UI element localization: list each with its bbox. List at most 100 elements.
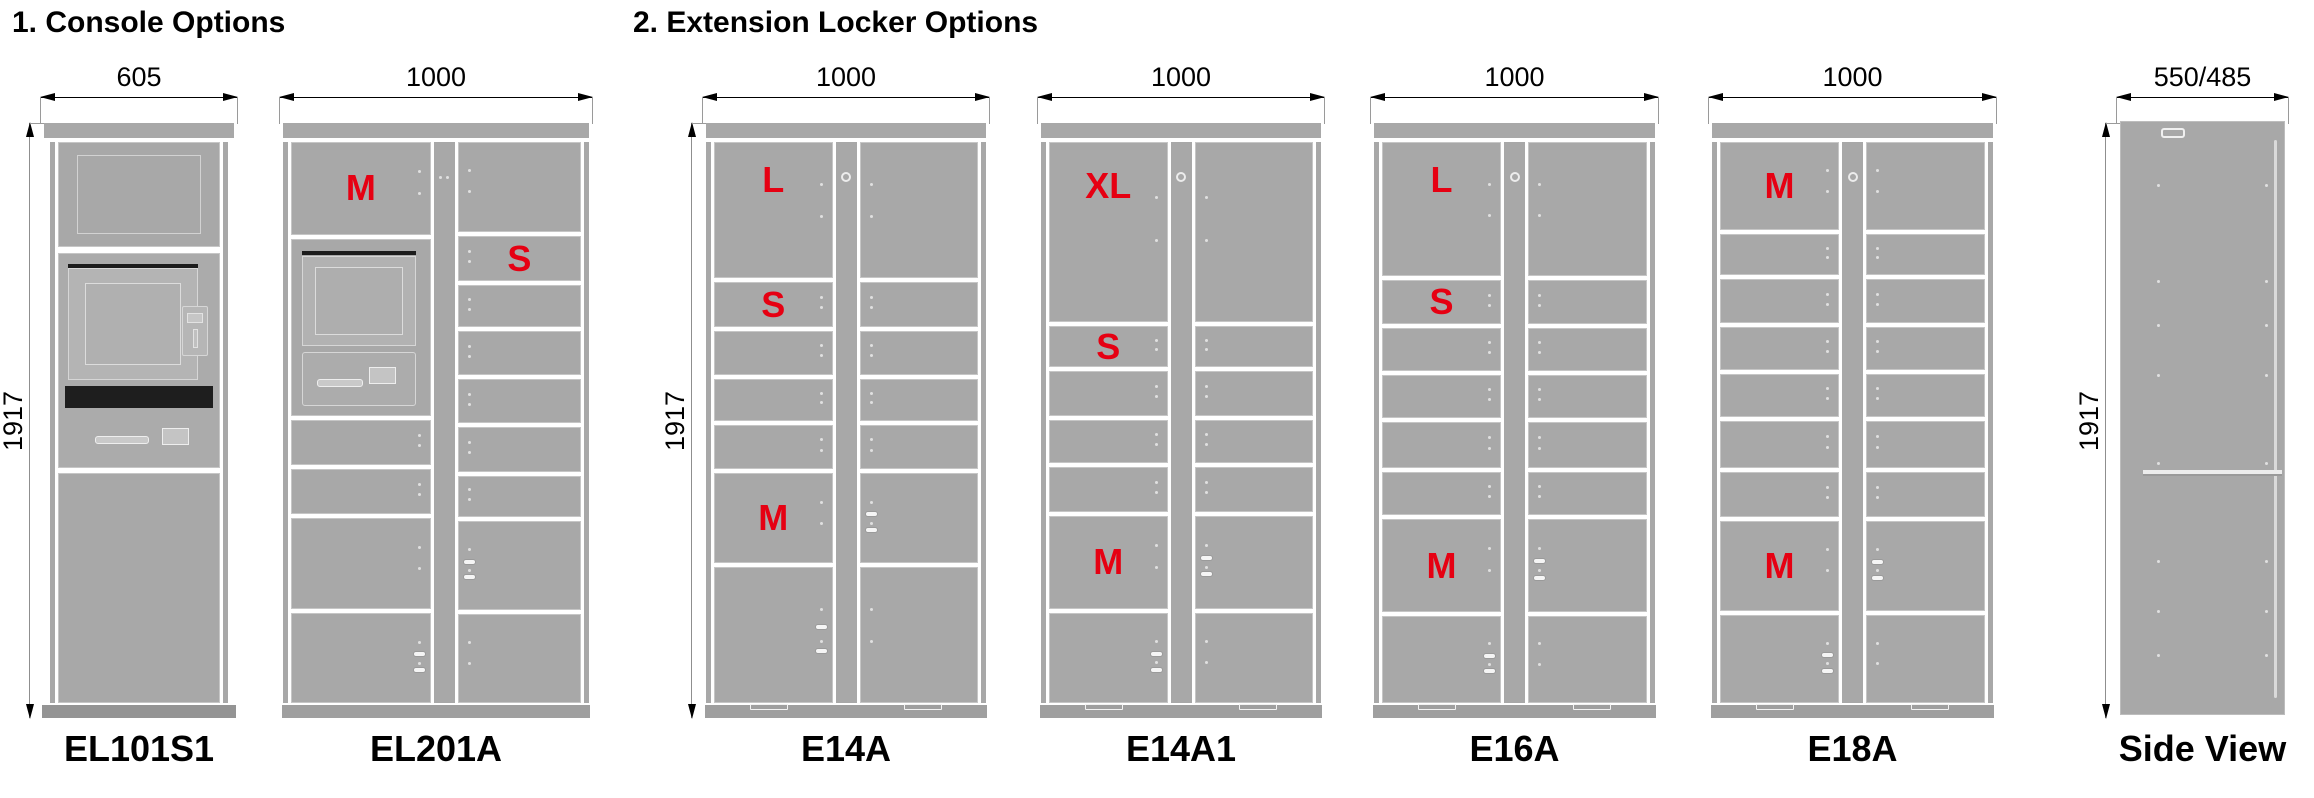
screw-dot: [819, 354, 823, 358]
screw-dot: [1826, 386, 1829, 390]
arrow-down-icon: [26, 704, 34, 719]
locker-door: [1382, 615, 1501, 703]
screw-dot: [1204, 565, 1208, 569]
screw-dot: [2265, 374, 2268, 377]
locker-door: [859, 282, 978, 327]
center-post: [835, 142, 857, 703]
arrow-left-icon: [279, 93, 294, 101]
cabinet-base: [1711, 704, 1994, 718]
screw-dot: [1204, 640, 1208, 644]
extension-line: [989, 97, 990, 124]
screw-dot: [1876, 662, 1879, 666]
screw-dot: [1154, 442, 1158, 446]
base-foot: [1572, 704, 1611, 710]
screw-dot: [1826, 292, 1829, 296]
locker-door: [1720, 279, 1839, 323]
screw-dot: [1488, 547, 1491, 551]
screw-dot: [1204, 348, 1208, 352]
locker-column: [1528, 142, 1647, 703]
center-post: [433, 142, 455, 703]
center-post: [1504, 142, 1525, 703]
locker-door: [859, 378, 978, 421]
screw-dot: [467, 190, 471, 194]
width-dimension: 1000: [1370, 64, 1659, 124]
cabinet-side-frame: [223, 142, 228, 703]
size-label: XL: [1085, 164, 1132, 206]
screw-dot: [467, 307, 471, 311]
cabinet-side-frame: [1988, 142, 1993, 703]
door-handle: [1483, 667, 1496, 674]
screw-dot: [1488, 303, 1491, 307]
cabinet-side-frame: [1041, 142, 1046, 703]
base-foot: [1418, 704, 1457, 710]
size-label: M: [1764, 165, 1795, 207]
locker-el101s1: [42, 123, 236, 718]
locker-door: [1382, 327, 1501, 371]
door-handle: [1149, 650, 1163, 657]
screw-dot: [1154, 661, 1158, 665]
locker-door: [859, 566, 978, 703]
screw-dot: [417, 567, 421, 571]
extension-line: [2116, 97, 2117, 124]
locker-door: [1528, 280, 1647, 324]
locker-door: [1866, 420, 1985, 468]
screw-dot: [1876, 496, 1879, 499]
screen-top-bar: [68, 264, 198, 268]
screw-dot: [1488, 494, 1491, 498]
screw-dot: [467, 548, 471, 552]
screw-dot: [467, 354, 471, 358]
screw-dot: [2265, 280, 2268, 283]
screw-dot: [869, 438, 873, 442]
screw-dot: [1204, 480, 1208, 484]
locker-door: [1194, 466, 1313, 512]
cabinet-base: [1040, 704, 1322, 718]
door-handle: [1871, 574, 1884, 581]
dimension-line: [1037, 97, 1325, 98]
screw-dot: [1538, 350, 1541, 354]
locker-column: L S M: [714, 142, 833, 703]
screw-dot: [1826, 496, 1829, 499]
screw-dot: [1876, 256, 1879, 260]
screw-dot: [1538, 662, 1541, 666]
screw-dot: [1154, 239, 1158, 243]
cabinet-base: [1373, 704, 1656, 718]
screw-dot: [1876, 292, 1879, 296]
arrow-right-icon: [223, 93, 238, 101]
screw-dot: [1488, 182, 1491, 186]
screw-dot: [1488, 436, 1491, 440]
screw-dot: [2157, 280, 2160, 283]
size-label: M: [1093, 541, 1124, 583]
width-dimension-label: 605: [116, 62, 162, 92]
locker-door: [1720, 373, 1839, 417]
locker-column: L S M: [1382, 142, 1501, 703]
width-dimension-label: 1000: [405, 62, 467, 92]
side-view-panel-unit: [2120, 121, 2285, 718]
screw-dot: [1154, 348, 1158, 352]
screw-dot: [2265, 324, 2268, 327]
screw-dot: [2157, 184, 2160, 187]
door-handle: [462, 574, 476, 581]
locker-door: [1528, 615, 1647, 703]
screw-dot: [1204, 196, 1208, 200]
screw-dot: [819, 344, 823, 348]
locker-name: EL101S1: [63, 728, 215, 769]
locker-door: [1382, 374, 1501, 419]
screw-dot: [1876, 168, 1879, 172]
keypad-lever: [193, 329, 198, 348]
locker-column: [1194, 142, 1313, 703]
screen-panel: [68, 268, 198, 380]
locker-door: [1194, 612, 1313, 703]
door-handle: [814, 624, 828, 631]
figure-e14a: 1000 1917 L S M E14A: [660, 0, 990, 798]
size-label: M: [345, 167, 376, 209]
cabinet-side-frame: [584, 142, 589, 703]
sign-panel: [58, 142, 220, 247]
screw-dot: [1876, 485, 1879, 489]
screw-dot: [869, 215, 873, 219]
locker-door: [291, 517, 431, 610]
screw-dot: [1538, 642, 1541, 646]
screw-dot: [2265, 560, 2268, 563]
